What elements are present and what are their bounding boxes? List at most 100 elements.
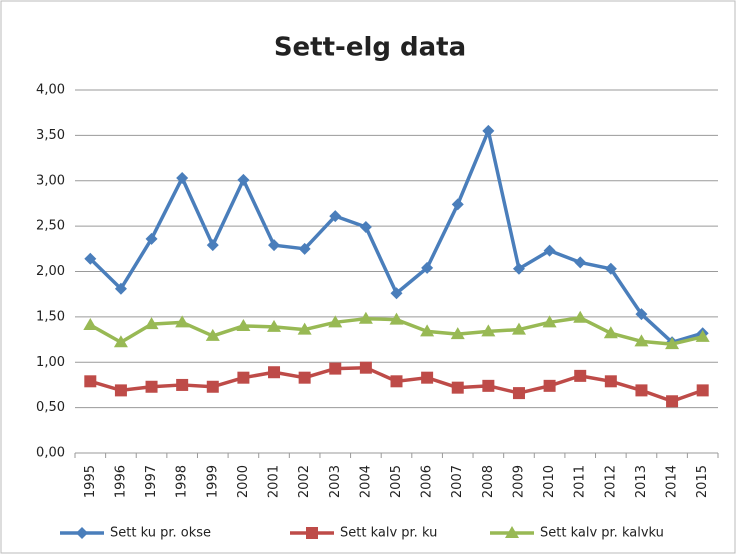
marker — [176, 172, 189, 185]
marker — [236, 318, 251, 331]
y-tick-label: 3,50 — [36, 128, 65, 143]
marker — [113, 335, 128, 348]
marker — [390, 287, 403, 300]
marker — [634, 334, 649, 347]
marker — [176, 378, 189, 391]
marker — [359, 221, 372, 234]
marker — [145, 380, 158, 393]
legend-label: Sett ku pr. okse — [110, 526, 211, 541]
x-tick-label: 2015 — [695, 465, 710, 498]
x-tick-label: 2002 — [297, 465, 312, 498]
marker — [450, 327, 465, 340]
x-tick-label: 2009 — [511, 465, 526, 498]
marker — [389, 312, 404, 325]
x-tick-label: 1996 — [113, 465, 128, 498]
marker — [604, 262, 617, 275]
y-tick-label: 1,00 — [36, 355, 65, 370]
marker — [297, 322, 312, 335]
x-tick-label: 2003 — [328, 465, 343, 498]
marker — [574, 256, 587, 269]
marker — [76, 527, 88, 539]
y-tick-label: 0,00 — [36, 446, 65, 461]
chart-title: Sett-elg data — [274, 33, 466, 63]
x-tick-label: 2013 — [634, 465, 649, 498]
marker — [298, 371, 311, 384]
marker — [666, 395, 679, 408]
x-tick-label: 2000 — [236, 465, 251, 498]
marker — [84, 252, 97, 265]
x-tick-label: 1995 — [83, 465, 98, 498]
marker — [665, 337, 680, 350]
marker — [268, 366, 281, 379]
x-tick-label: 2014 — [665, 465, 680, 498]
marker — [306, 527, 318, 539]
marker — [84, 375, 97, 388]
marker — [175, 315, 190, 328]
x-tick-label: 2006 — [420, 465, 435, 498]
marker — [695, 329, 710, 342]
x-tick-label: 2001 — [267, 465, 282, 498]
marker — [451, 198, 464, 211]
x-tick-label: 2011 — [573, 465, 588, 498]
marker — [421, 371, 434, 384]
x-tick-label: 2012 — [603, 465, 618, 498]
y-tick-label: 4,00 — [36, 83, 65, 98]
marker — [451, 381, 464, 394]
marker — [696, 384, 709, 397]
marker — [328, 315, 343, 328]
marker — [603, 326, 618, 339]
x-tick-label: 2010 — [542, 465, 557, 498]
marker — [604, 375, 617, 388]
marker — [543, 244, 556, 257]
marker — [511, 322, 526, 335]
marker — [542, 315, 557, 328]
marker — [145, 232, 158, 245]
marker — [237, 371, 250, 384]
marker — [329, 362, 342, 375]
marker — [359, 361, 372, 374]
marker — [358, 311, 373, 324]
y-tick-label: 2,00 — [36, 264, 65, 279]
marker — [114, 282, 127, 295]
marker — [505, 526, 519, 538]
x-tick-label: 1999 — [205, 465, 220, 498]
y-tick-label: 3,00 — [36, 173, 65, 188]
x-tick-label: 2004 — [358, 465, 373, 498]
marker — [329, 210, 342, 223]
x-tick-label: 2008 — [481, 465, 496, 498]
marker — [114, 384, 127, 397]
marker — [83, 318, 98, 331]
y-tick-label: 0,50 — [36, 400, 65, 415]
marker — [390, 375, 403, 388]
x-tick-label: 2005 — [389, 465, 404, 498]
marker — [635, 384, 648, 397]
marker — [481, 324, 496, 337]
marker — [482, 124, 495, 137]
marker — [482, 379, 495, 392]
marker — [144, 317, 159, 330]
legend-label: Sett kalv pr. ku — [340, 526, 437, 541]
marker — [421, 261, 434, 274]
marker — [298, 242, 311, 255]
x-tick-label: 1998 — [175, 465, 190, 498]
marker — [543, 379, 556, 392]
marker — [237, 173, 250, 186]
y-tick-label: 2,50 — [36, 219, 65, 234]
x-tick-label: 1997 — [144, 465, 159, 498]
marker — [205, 328, 220, 341]
marker — [420, 324, 435, 337]
marker — [635, 308, 648, 321]
marker — [512, 262, 525, 275]
marker — [267, 319, 282, 332]
legend-label: Sett kalv pr. kalvku — [540, 526, 664, 541]
x-tick-label: 2007 — [450, 465, 465, 498]
marker — [573, 310, 588, 323]
marker — [206, 380, 219, 393]
marker — [512, 387, 525, 400]
marker — [574, 369, 587, 382]
marker — [268, 239, 281, 252]
marker — [206, 239, 219, 252]
y-tick-label: 1,50 — [36, 309, 65, 324]
